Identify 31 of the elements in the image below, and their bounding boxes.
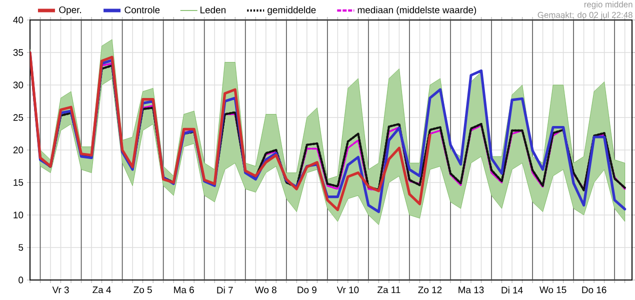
x-tick-label: Wo 8 xyxy=(254,286,276,294)
x-tick-label: Do 16 xyxy=(582,286,606,294)
y-tick-label: 0 xyxy=(18,276,24,284)
y-tick-label: 25 xyxy=(13,114,24,121)
text: Gemaakt: do 02 jul 22:48 xyxy=(538,12,632,20)
y-tick-label: 5 xyxy=(18,244,24,251)
x-tick-label: Di 7 xyxy=(217,286,233,294)
x-tick-label: Zo 5 xyxy=(134,286,152,294)
y-tick-label: 40 xyxy=(13,16,24,24)
legend-label: Oper. xyxy=(59,6,81,16)
x-tick-label: Zo 12 xyxy=(418,286,442,294)
y-tick-label: 30 xyxy=(13,82,24,88)
y-tick-label: 20 xyxy=(13,146,24,154)
x-tick-label: Vr 10 xyxy=(336,286,359,294)
x-tick-label: Ma 6 xyxy=(174,286,194,294)
x-tick-label: Wo 15 xyxy=(540,286,566,294)
line-series xyxy=(30,51,432,212)
x-tick-label: Za 11 xyxy=(378,286,400,294)
x-tick-label: Ma 13 xyxy=(458,286,484,294)
y-tick-label: 15 xyxy=(14,179,24,186)
y-tick-label: 10 xyxy=(14,212,24,218)
legend-label: gemiddelde xyxy=(268,6,316,16)
text: regio midden xyxy=(584,1,632,10)
legend-label: Controle xyxy=(124,6,160,14)
x-tick-label: Vr 3 xyxy=(52,286,69,294)
x-tick-label: Za 4 xyxy=(92,286,111,294)
legend-label: mediaan (middelste waarde) xyxy=(358,6,476,16)
y-tick-label: 35 xyxy=(13,49,24,56)
legend-label: Leden xyxy=(200,6,226,14)
x-tick-label: Di 14 xyxy=(502,286,523,294)
x-tick-label: Do 9 xyxy=(298,286,316,294)
